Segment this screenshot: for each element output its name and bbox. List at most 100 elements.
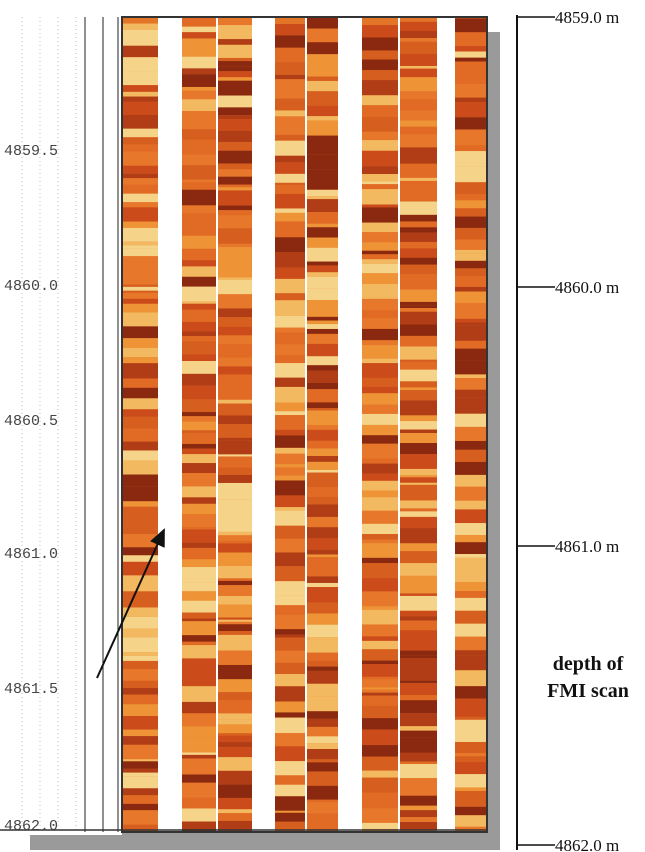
texture-band (307, 549, 338, 555)
texture-band (400, 737, 437, 753)
texture-band (307, 429, 338, 441)
texture-band (122, 248, 158, 257)
texture-band (122, 660, 158, 670)
texture-band (400, 575, 437, 589)
texture-band (307, 726, 338, 737)
texture-band (307, 497, 338, 505)
texture-band (362, 792, 398, 809)
texture-band (275, 480, 305, 496)
texture-band (400, 400, 437, 416)
texture-band (400, 822, 437, 831)
texture-band (275, 300, 305, 316)
texture-band (218, 57, 252, 62)
texture-band (275, 315, 305, 328)
texture-band (455, 286, 487, 292)
texture-band (400, 41, 437, 54)
texture-band (182, 821, 216, 829)
texture-band (182, 567, 216, 583)
texture-band (455, 623, 487, 637)
texture-band (400, 415, 437, 422)
texture-band (307, 91, 338, 101)
texture-band (122, 486, 158, 502)
texture-band (122, 561, 158, 576)
texture-band (122, 474, 158, 487)
texture-band (307, 316, 338, 321)
texture-band (122, 256, 158, 262)
texture-band (400, 752, 437, 762)
texture-band (182, 497, 216, 504)
texture-band (362, 328, 398, 341)
texture-band (218, 490, 252, 500)
texture-band (307, 461, 338, 470)
texture-band (400, 274, 437, 290)
texture-band (122, 637, 158, 653)
texture-band (307, 670, 338, 684)
texture-band (122, 227, 158, 242)
texture-band (455, 318, 487, 323)
texture-band (218, 634, 252, 651)
texture-band (362, 578, 398, 581)
fmi-image (122, 17, 487, 832)
texture-band (275, 355, 305, 364)
texture-band (455, 302, 487, 319)
texture-band (218, 797, 252, 810)
texture-band (218, 580, 252, 586)
texture-band (400, 551, 437, 564)
texture-band (275, 595, 305, 606)
texture-band (362, 687, 398, 690)
texture-band (182, 737, 216, 753)
texture-band (362, 263, 398, 274)
texture-band (455, 291, 487, 303)
texture-band (455, 500, 487, 510)
texture-band (182, 303, 216, 310)
texture-band (122, 680, 158, 689)
texture-band (182, 90, 216, 100)
texture-band (455, 204, 487, 209)
texture-band (400, 335, 437, 347)
texture-band (455, 750, 487, 754)
depth-label: 4859.5 (4, 143, 58, 160)
texture-band (218, 454, 252, 457)
texture-band (122, 441, 158, 451)
texture-band (362, 207, 398, 223)
texture-band (122, 555, 158, 562)
texture-band (218, 243, 252, 248)
texture-band (455, 523, 487, 536)
texture-band (400, 361, 437, 370)
texture-band (362, 543, 398, 558)
texture-band (362, 609, 398, 625)
texture-band (218, 77, 252, 81)
texture-band (455, 260, 487, 269)
texture-band (362, 523, 398, 535)
texture-band (455, 166, 487, 183)
texture-band (182, 266, 216, 277)
texture-band (362, 363, 398, 378)
texture-band (307, 247, 338, 262)
texture-band (362, 377, 398, 387)
texture-band (362, 140, 398, 151)
texture-band (307, 743, 338, 750)
texture-band (362, 510, 398, 524)
texture-band (400, 477, 437, 483)
texture-band (182, 514, 216, 527)
texture-band (362, 676, 398, 680)
texture-band (182, 416, 216, 422)
texture-band (307, 105, 338, 117)
texture-band (307, 711, 338, 719)
texture-band (122, 776, 158, 789)
texture-band (218, 700, 252, 714)
texture-band (122, 378, 158, 388)
texture-band (455, 102, 487, 118)
texture-band (307, 330, 338, 334)
texture-band (182, 341, 216, 355)
texture-band (182, 758, 216, 775)
texture-band (122, 652, 158, 656)
texture-band (218, 617, 252, 620)
texture-band (275, 332, 305, 345)
texture-band (218, 499, 252, 511)
texture-band (182, 808, 216, 822)
texture-band (182, 713, 216, 727)
texture-band (275, 116, 305, 127)
texture-band (182, 454, 216, 464)
texture-band (275, 344, 305, 356)
